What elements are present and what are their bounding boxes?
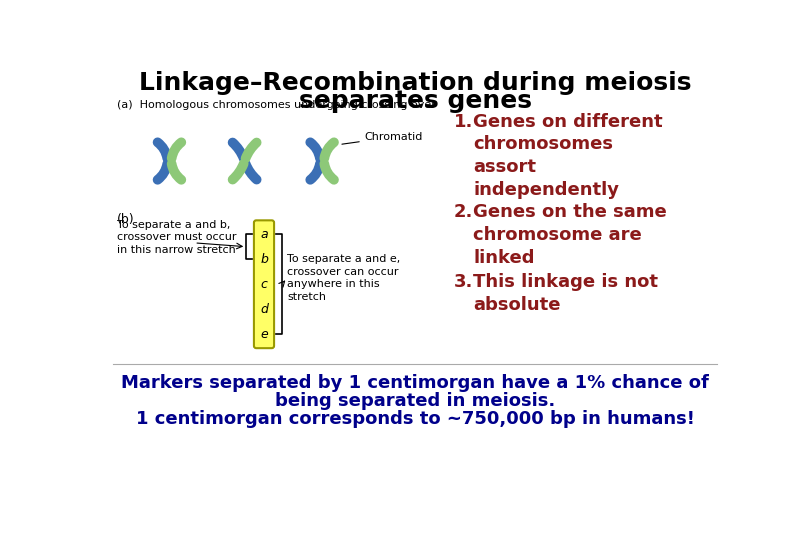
Text: To separate a and b,
crossover must occur
in this narrow stretch: To separate a and b, crossover must occu…	[117, 220, 237, 255]
FancyBboxPatch shape	[254, 220, 274, 348]
Text: 1 centimorgan corresponds to ~750,000 bp in humans!: 1 centimorgan corresponds to ~750,000 bp…	[136, 410, 694, 428]
Text: d: d	[260, 303, 268, 316]
Text: b: b	[260, 253, 268, 266]
Text: 2.: 2.	[454, 204, 473, 221]
Text: This linkage is not
absolute: This linkage is not absolute	[473, 273, 659, 314]
Text: To separate a and e,
crossover can occur
anywhere in this
stretch: To separate a and e, crossover can occur…	[288, 254, 400, 302]
Text: Markers separated by 1 centimorgan have a 1% chance of: Markers separated by 1 centimorgan have …	[122, 374, 709, 393]
Text: c: c	[261, 278, 267, 291]
Text: Genes on the same
chromosome are
linked: Genes on the same chromosome are linked	[473, 204, 667, 267]
Text: a: a	[260, 228, 268, 241]
Text: separates genes: separates genes	[299, 89, 531, 113]
Text: Linkage–Recombination during meiosis: Linkage–Recombination during meiosis	[139, 71, 692, 95]
Text: Chromatid: Chromatid	[342, 132, 423, 144]
Text: (a)  Homologous chromosomes undergoing crossing over: (a) Homologous chromosomes undergoing cr…	[117, 100, 436, 110]
Text: 1.: 1.	[454, 112, 473, 131]
Text: Genes on different
chromosomes
assort
independently: Genes on different chromosomes assort in…	[473, 112, 663, 199]
Text: e: e	[260, 328, 268, 341]
Text: (b): (b)	[117, 213, 134, 226]
Text: 3.: 3.	[454, 273, 473, 291]
Text: being separated in meiosis.: being separated in meiosis.	[275, 392, 555, 410]
